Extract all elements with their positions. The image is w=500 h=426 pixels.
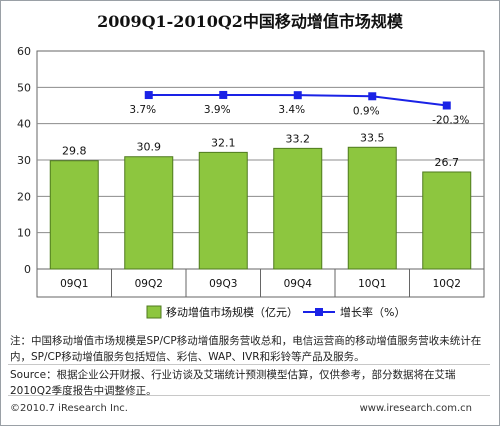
growth-value-label: -20.3% bbox=[432, 115, 469, 127]
legend-label-line: 增长率（%） bbox=[340, 305, 405, 319]
bar bbox=[273, 147, 323, 270]
chart-title: 2009Q1-2010Q2中国移动增值市场规模 bbox=[97, 12, 403, 31]
bar-value-label: 26.7 bbox=[435, 156, 460, 169]
growth-marker bbox=[368, 92, 377, 101]
bar-value-label: 33.5 bbox=[360, 131, 385, 144]
bar bbox=[124, 156, 174, 270]
legend-label-bar: 移动增值市场规模（亿元） bbox=[166, 305, 298, 319]
bar-value-label: 32.1 bbox=[211, 136, 236, 149]
y-tick-label: 20 bbox=[17, 190, 31, 203]
y-tick-label: 10 bbox=[17, 227, 31, 240]
y-tick-label: 30 bbox=[17, 154, 31, 167]
website-text: www.iresearch.com.cn bbox=[359, 403, 472, 414]
growth-value-label: 3.9% bbox=[204, 104, 231, 116]
x-tick-label: 09Q3 bbox=[209, 278, 237, 290]
x-tick-label: 09Q4 bbox=[284, 278, 313, 290]
legend-swatch-bar bbox=[146, 305, 162, 319]
y-tick-label: 50 bbox=[17, 81, 31, 94]
divider bbox=[8, 395, 490, 396]
bar bbox=[422, 171, 472, 270]
bar bbox=[347, 146, 397, 270]
bar bbox=[49, 160, 99, 270]
chart-note: 注：中国移动增值市场规模是SP/CP移动增值服务营收总和，电信运营商的移动增值服… bbox=[10, 335, 482, 363]
x-tick-label: 09Q2 bbox=[135, 278, 163, 290]
y-tick-label: 0 bbox=[24, 263, 31, 276]
x-tick-label: 09Q1 bbox=[60, 278, 88, 290]
growth-value-label: 0.9% bbox=[353, 105, 380, 117]
growth-marker bbox=[442, 101, 451, 110]
copyright-text: ©2010.7 iResearch Inc. bbox=[10, 403, 128, 414]
divider bbox=[8, 364, 490, 365]
growth-value-label: 3.4% bbox=[278, 104, 305, 116]
legend-swatch-marker bbox=[315, 308, 323, 316]
growth-marker bbox=[219, 90, 228, 99]
growth-marker bbox=[144, 91, 153, 100]
x-tick-label: 10Q2 bbox=[433, 278, 461, 290]
bar bbox=[198, 151, 248, 270]
x-tick-label: 10Q1 bbox=[358, 278, 386, 290]
bar-value-label: 30.9 bbox=[137, 141, 162, 154]
growth-marker bbox=[293, 91, 302, 100]
chart-source: Source：根据企业公开财报、行业访谈及艾瑞统计预测模型估算，仅供参考，部分数… bbox=[10, 369, 456, 397]
bar-value-label: 33.2 bbox=[286, 132, 311, 145]
y-tick-label: 60 bbox=[17, 45, 31, 58]
y-tick-label: 40 bbox=[17, 118, 31, 131]
growth-value-label: 3.7% bbox=[129, 104, 156, 116]
bar-value-label: 29.8 bbox=[62, 145, 87, 158]
